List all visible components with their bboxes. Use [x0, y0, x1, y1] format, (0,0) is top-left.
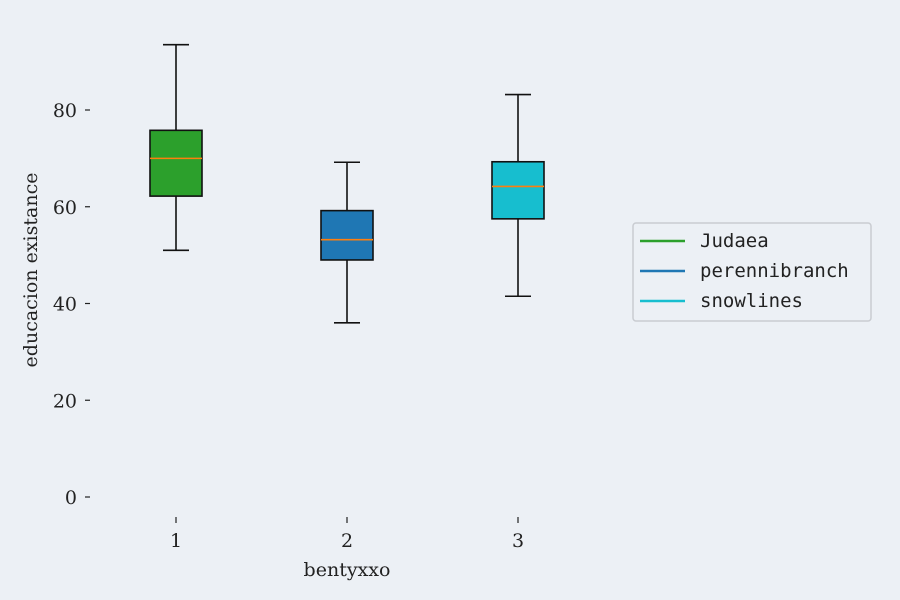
y-tick-label: 20: [53, 390, 77, 412]
legend-item: Judaea: [640, 230, 769, 252]
legend-label: perennibranch: [700, 260, 849, 282]
y-axis-label: educacion existance: [20, 173, 42, 368]
iqr-box: [320, 209, 374, 261]
legend: Judaea perennibranch snowlines: [632, 222, 872, 322]
boxes: [149, 43, 545, 324]
x-tick-label: 3: [512, 530, 524, 552]
x-axis: 1 2 3: [170, 517, 524, 552]
legend-label: snowlines: [700, 290, 803, 312]
x-tick-label: 1: [170, 530, 182, 552]
legend-frame: [632, 222, 872, 322]
iqr-box: [149, 129, 203, 197]
iqr-box: [491, 160, 545, 220]
y-tick-label: 40: [53, 294, 77, 316]
x-axis-label: bentyxxo: [304, 559, 391, 581]
y-tick-label: 60: [53, 197, 77, 219]
box-perennibranch: [320, 161, 374, 324]
y-tick-label: 80: [53, 100, 77, 122]
legend-item: perennibranch: [640, 260, 849, 282]
box-judaea: [149, 43, 203, 252]
box-snowlines: [491, 93, 545, 298]
y-axis: 0 20 40 60 80: [53, 100, 90, 509]
x-tick-label: 2: [341, 530, 353, 552]
y-tick-label: 0: [65, 487, 77, 509]
legend-label: Judaea: [700, 230, 769, 252]
legend-item: snowlines: [640, 290, 803, 312]
